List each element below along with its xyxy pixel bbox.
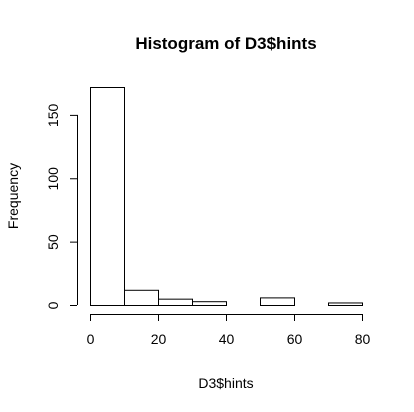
x-tick-label-2: 40 (219, 331, 235, 347)
y-tick-label-1: 50 (45, 234, 61, 250)
x-tick-label-1: 20 (151, 331, 167, 347)
histogram-bar-5 (260, 297, 295, 307)
x-axis: 0 20 40 60 80 (87, 314, 371, 347)
histogram-bar-1 (124, 289, 159, 307)
x-tick-label-0: 0 (87, 331, 95, 347)
histogram-bar-2 (158, 298, 193, 306)
x-tick-label-4: 80 (355, 331, 371, 347)
x-axis-label: D3$hints (198, 375, 253, 391)
y-axis: 0 50 100 150 (45, 103, 78, 309)
histogram-bar-7 (328, 302, 363, 307)
histogram-bar-0 (90, 87, 125, 306)
histogram-bar-3 (192, 301, 227, 306)
y-tick-label-0: 0 (45, 301, 61, 309)
y-axis-label: Frequency (5, 163, 21, 229)
y-tick-label-3: 150 (45, 103, 61, 127)
chart-title: Histogram of D3$hints (135, 34, 316, 53)
bars-group (90, 87, 363, 307)
x-tick-label-3: 60 (287, 331, 303, 347)
y-tick-label-2: 100 (45, 167, 61, 191)
